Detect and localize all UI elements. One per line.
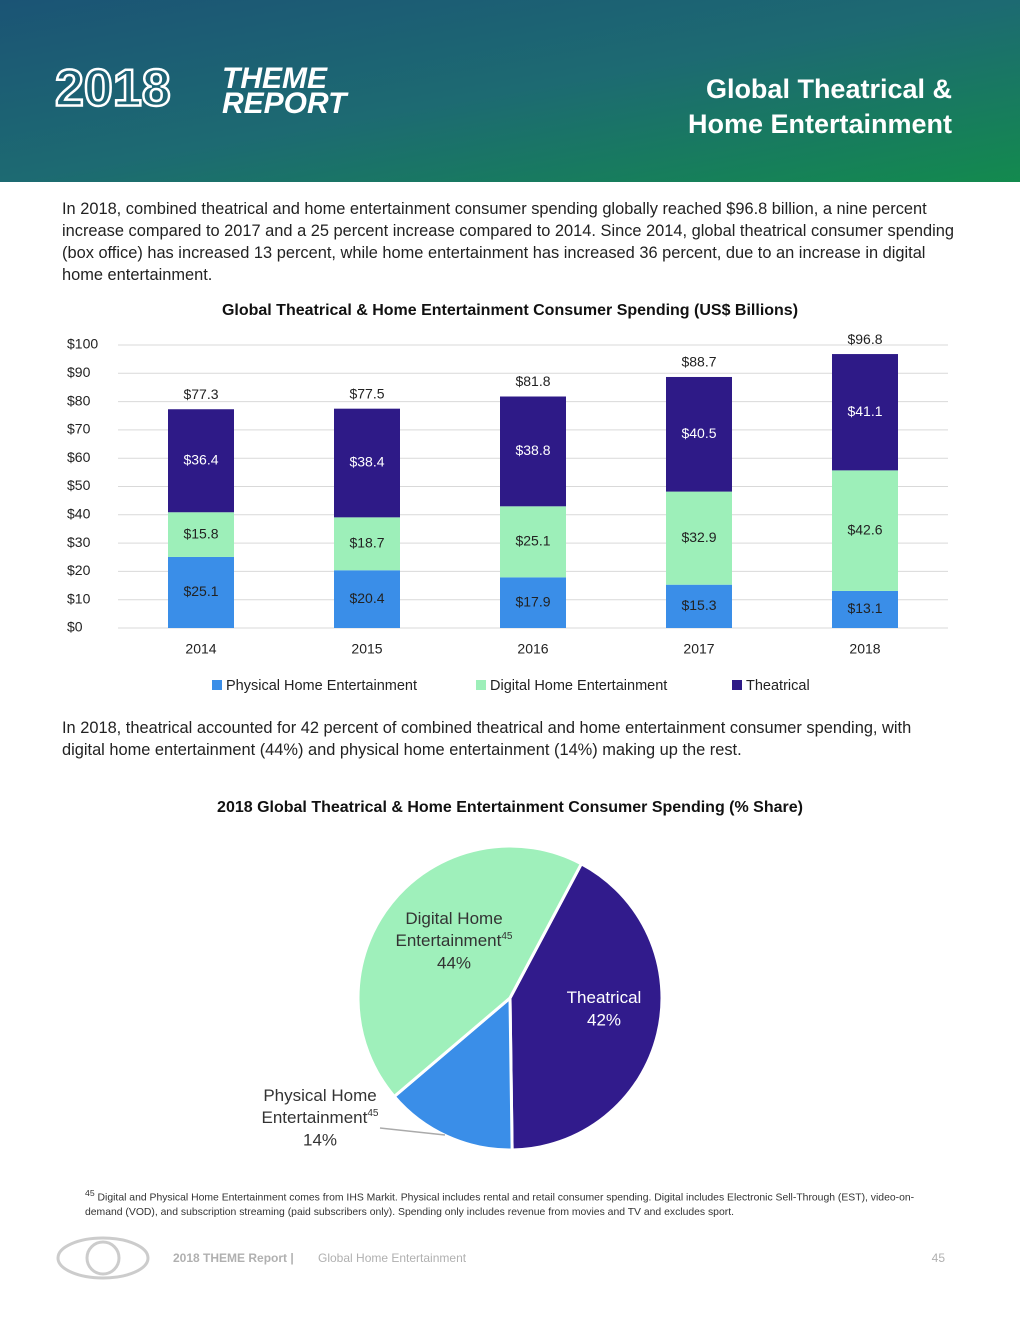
data-label: $20.4 — [349, 590, 384, 606]
y-tick-label: $70 — [67, 421, 91, 437]
total-label: $81.8 — [515, 373, 550, 389]
page-title: Home Entertainment — [688, 109, 952, 139]
bar-segment — [334, 570, 400, 628]
chart-title: Global Theatrical & Home Entertainment C… — [222, 302, 798, 319]
footer-report: 2018 THEME Report | — [173, 1251, 294, 1265]
data-label: $15.8 — [183, 525, 218, 541]
total-label: $88.7 — [681, 354, 716, 370]
bar-segment — [500, 577, 566, 628]
total-label: $96.8 — [847, 331, 882, 347]
data-label: $32.9 — [681, 529, 716, 545]
data-label: $38.4 — [349, 454, 384, 470]
slice-label: Physical Home Entertainment45 — [262, 1086, 379, 1127]
bar-segment — [168, 512, 234, 557]
bar-segment — [500, 506, 566, 578]
data-label: $36.4 — [183, 451, 218, 467]
y-tick-label: $90 — [67, 364, 91, 380]
pie-slice — [392, 994, 514, 1152]
slice-value-label: 42% — [587, 1010, 621, 1029]
total-label: $77.5 — [349, 385, 384, 401]
data-label: $25.1 — [183, 583, 218, 599]
paragraph: In 2018, combined theatrical and home en… — [62, 200, 955, 284]
slice-label: Digital Home Entertainment45 — [396, 909, 513, 950]
slice-label-line: Theatrical — [567, 988, 642, 1007]
footnote-ref: 45 — [501, 931, 513, 942]
y-tick-label: $20 — [67, 562, 91, 578]
y-tick-label: $40 — [67, 506, 91, 522]
footer-section: Global Home Entertainment — [318, 1251, 467, 1265]
slice-label-line: Entertainment — [262, 1108, 368, 1127]
bar-segment — [832, 354, 898, 471]
bar-segment — [666, 376, 732, 492]
logo-year: 2018 — [55, 60, 171, 118]
total-label: $77.3 — [183, 386, 218, 402]
y-tick-label: $100 — [67, 336, 98, 352]
footnote: 45 Digital and Physical Home Entertainme… — [85, 1186, 935, 1220]
header-banner — [0, 0, 1020, 182]
y-tick-label: $80 — [67, 392, 91, 408]
x-tick-label: 2016 — [517, 641, 548, 657]
pie-slice — [508, 861, 664, 1152]
bar-segment — [334, 517, 400, 571]
page-number: 45 — [932, 1251, 946, 1265]
chart-title: 2018 Global Theatrical & Home Entertainm… — [217, 799, 803, 816]
footer-logo — [56, 1236, 150, 1280]
footnote-ref: 45 — [367, 1108, 379, 1119]
y-tick-label: $30 — [67, 534, 91, 550]
data-label: $15.3 — [681, 597, 716, 613]
data-label: $17.9 — [515, 593, 550, 609]
slice-value-label: 44% — [437, 953, 471, 972]
pie-slice — [356, 844, 584, 1099]
legend-swatch — [212, 680, 222, 690]
data-label: $13.1 — [847, 600, 882, 616]
bar-segment — [500, 396, 566, 507]
bar-segment — [168, 409, 234, 513]
footnote-text: Digital and Physical Home Entertainment … — [85, 1192, 915, 1219]
data-label: $18.7 — [349, 535, 384, 551]
bar-segment — [666, 491, 732, 585]
logo-word: REPORT — [222, 87, 349, 120]
footer-logo — [85, 1240, 121, 1276]
data-label: $42.6 — [847, 521, 882, 537]
bar-segment — [334, 408, 400, 518]
slice-label-line: Digital Home — [405, 909, 502, 928]
legend-swatch — [732, 680, 742, 690]
legend-label: Physical Home Entertainment — [226, 678, 417, 694]
bar-segment — [168, 556, 234, 628]
x-tick-label: 2015 — [351, 641, 382, 657]
slice-label-line: Physical Home — [263, 1086, 376, 1105]
data-label: $40.5 — [681, 425, 716, 441]
x-tick-label: 2018 — [849, 641, 880, 657]
data-label: $25.1 — [515, 533, 550, 549]
y-tick-label: $50 — [67, 477, 91, 493]
y-tick-label: $10 — [67, 590, 91, 606]
slice-value-label: 14% — [303, 1130, 337, 1149]
slice-label-line: Entertainment — [396, 931, 502, 950]
x-tick-label: 2014 — [185, 641, 216, 657]
legend-label: Digital Home Entertainment — [490, 678, 667, 694]
data-label: $38.8 — [515, 442, 550, 458]
bar-segment — [666, 584, 732, 628]
leader-line — [379, 1127, 446, 1136]
page-title: Global Theatrical & — [706, 74, 952, 104]
data-label: $41.1 — [847, 403, 882, 419]
y-tick-label: $60 — [67, 449, 91, 465]
x-tick-label: 2017 — [683, 641, 714, 657]
paragraph: In 2018, theatrical accounted for 42 per… — [62, 719, 912, 759]
legend-swatch — [476, 680, 486, 690]
y-tick-label: $0 — [67, 619, 83, 635]
logo-word: THEME — [222, 62, 328, 95]
slice-label: Theatrical — [567, 988, 642, 1007]
bar-segment — [832, 590, 898, 628]
legend-label: Theatrical — [746, 678, 810, 694]
bar-segment — [832, 470, 898, 591]
footnote-marker: 45 — [85, 1188, 95, 1198]
